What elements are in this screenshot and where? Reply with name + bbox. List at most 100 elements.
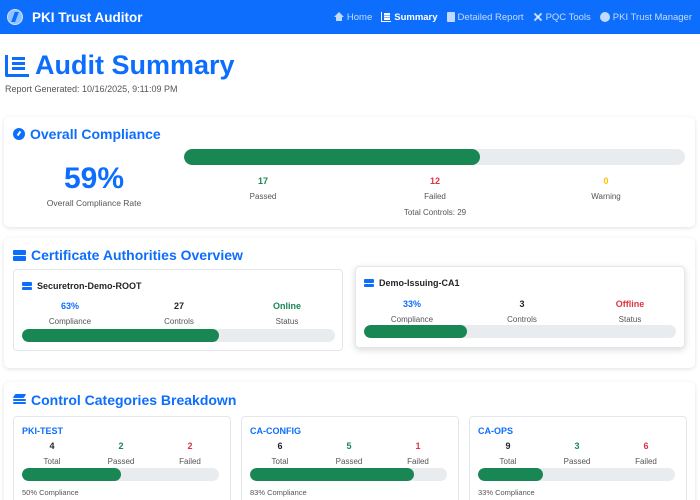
category-passed: 2 Passed (71, 441, 171, 466)
category-total-value: 4 (49, 441, 55, 451)
passed-label: Passed (249, 192, 277, 201)
ca-progress-bar (22, 329, 220, 342)
ca-status: Offline Status (580, 299, 680, 324)
stat-passed: 17 Passed (213, 176, 313, 201)
category-failed-label: Failed (407, 457, 429, 466)
ca-progress-bar (364, 325, 467, 338)
category-compliance: 33% Compliance (478, 488, 535, 497)
warning-label: Warning (591, 192, 621, 201)
total-controls: Total Controls: 29 (375, 208, 495, 217)
nav-pqc-tools[interactable]: PQC Tools (533, 12, 591, 23)
category-progress-bar (478, 468, 543, 481)
nav-summary[interactable]: Summary (381, 11, 438, 23)
nav-detailed-report-label: Detailed Report (457, 11, 524, 23)
ca-controls-value: 3 (519, 299, 525, 309)
server-icon (364, 279, 374, 287)
nav-summary-label: Summary (394, 11, 438, 23)
overall-progress-bar (184, 149, 480, 165)
category-total: 6 Total (230, 441, 330, 466)
tools-icon (533, 12, 543, 22)
stat-failed: 12 Failed (385, 176, 485, 201)
home-icon (333, 12, 344, 22)
nav-pki-trust-manager[interactable]: PKI Trust Manager (599, 11, 692, 23)
chart-icon (381, 12, 392, 22)
nav-pki-trust-manager-label: PKI Trust Manager (612, 11, 692, 23)
ca-compliance: 33% Compliance (362, 299, 462, 324)
category-total-value: 9 (505, 441, 511, 451)
nav-detailed-report[interactable]: Detailed Report (446, 11, 524, 23)
category-failed-label: Failed (635, 457, 657, 466)
category-passed: 5 Passed (299, 441, 399, 466)
ca-name-text: Securetron-Demo-ROOT (37, 281, 142, 291)
category-progress (250, 468, 447, 481)
ca-compliance-value: 33% (402, 299, 421, 309)
server-icon (13, 249, 26, 261)
category-card-pki-test[interactable]: PKI-TEST 4 Total 2 Passed 2 Failed 50% C… (13, 416, 231, 500)
categories-card: Control Categories Breakdown PKI-TEST 4 … (4, 382, 695, 500)
ca-overview-title-text: Certificate Authorities Overview (31, 247, 243, 263)
lightning-globe-icon (7, 9, 23, 25)
overall-compliance-title: Overall Compliance (13, 126, 161, 142)
ca-status-value: Online (272, 301, 301, 311)
stat-warning: 0 Warning (556, 176, 656, 201)
category-total-label: Total (43, 457, 61, 466)
document-icon (446, 12, 455, 22)
compliance-rate: 59% (63, 162, 125, 195)
total-controls-text: Total Controls: 29 (403, 208, 467, 217)
category-passed-label: Passed (107, 457, 135, 466)
category-total: 9 Total (458, 441, 558, 466)
category-compliance: 50% Compliance (22, 488, 79, 497)
overall-progress (184, 149, 685, 165)
category-passed-value: 5 (346, 441, 352, 451)
category-progress (478, 468, 675, 481)
category-progress-bar (250, 468, 414, 481)
ca-status-value: Offline (615, 299, 645, 309)
ca-progress (364, 325, 676, 338)
category-passed-value: 3 (574, 441, 580, 451)
category-name: CA-CONFIG (250, 426, 301, 436)
ca-compliance: 63% Compliance (20, 301, 120, 326)
page-title: Audit Summary (5, 50, 235, 81)
category-failed-label: Failed (179, 457, 201, 466)
failed-count: 12 (429, 176, 440, 186)
ca-controls-label: Controls (164, 317, 194, 326)
category-failed-value: 1 (415, 441, 421, 451)
category-failed-value: 2 (187, 441, 193, 451)
report-generated: Report Generated: 10/16/2025, 9:11:09 PM (5, 84, 178, 94)
overall-compliance-title-text: Overall Compliance (30, 126, 161, 142)
ca-compliance-label: Compliance (390, 315, 434, 324)
ca-card-securetron-demo-root[interactable]: Securetron-Demo-ROOT 63% Compliance 27 C… (13, 269, 343, 351)
failed-label: Failed (424, 192, 446, 201)
category-passed-label: Passed (335, 457, 363, 466)
server-icon (22, 282, 32, 290)
nav-home[interactable]: Home (333, 11, 373, 23)
ca-progress (22, 329, 335, 342)
category-name: CA-OPS (478, 426, 514, 436)
brand-link[interactable]: PKI Trust Auditor (7, 9, 143, 25)
ca-status-label: Status (618, 315, 642, 324)
category-name: PKI-TEST (22, 426, 64, 436)
brand-title: PKI Trust Auditor (32, 9, 143, 25)
category-failed-value: 6 (643, 441, 649, 451)
category-card-ca-config[interactable]: CA-CONFIG 6 Total 5 Passed 1 Failed 83% … (241, 416, 459, 500)
category-total-label: Total (271, 457, 289, 466)
category-total: 4 Total (2, 441, 102, 466)
nav-home-label: Home (346, 11, 373, 23)
layers-icon (13, 394, 26, 406)
category-compliance: 83% Compliance (250, 488, 307, 497)
ca-name-text: Demo-Issuing-CA1 (379, 278, 460, 288)
compliance-rate-label: Overall Compliance Rate (46, 198, 142, 208)
category-total-label: Total (499, 457, 517, 466)
category-progress-bar (22, 468, 121, 481)
warning-count: 0 (603, 176, 609, 186)
ca-name: Securetron-Demo-ROOT (22, 281, 142, 291)
overall-compliance-card: Overall Compliance 59% Overall Complianc… (4, 117, 695, 227)
ca-status: Online Status (237, 301, 337, 326)
ca-compliance-value: 63% (60, 301, 79, 311)
category-card-ca-ops[interactable]: CA-OPS 9 Total 3 Passed 6 Failed 33% Com… (469, 416, 687, 500)
category-total-value: 6 (277, 441, 283, 451)
category-failed: 6 Failed (596, 441, 696, 466)
circle-icon (599, 12, 610, 22)
ca-controls: 27 Controls (129, 301, 229, 326)
ca-card-demo-issuing-ca1[interactable]: Demo-Issuing-CA1 33% Compliance 3 Contro… (355, 266, 685, 348)
